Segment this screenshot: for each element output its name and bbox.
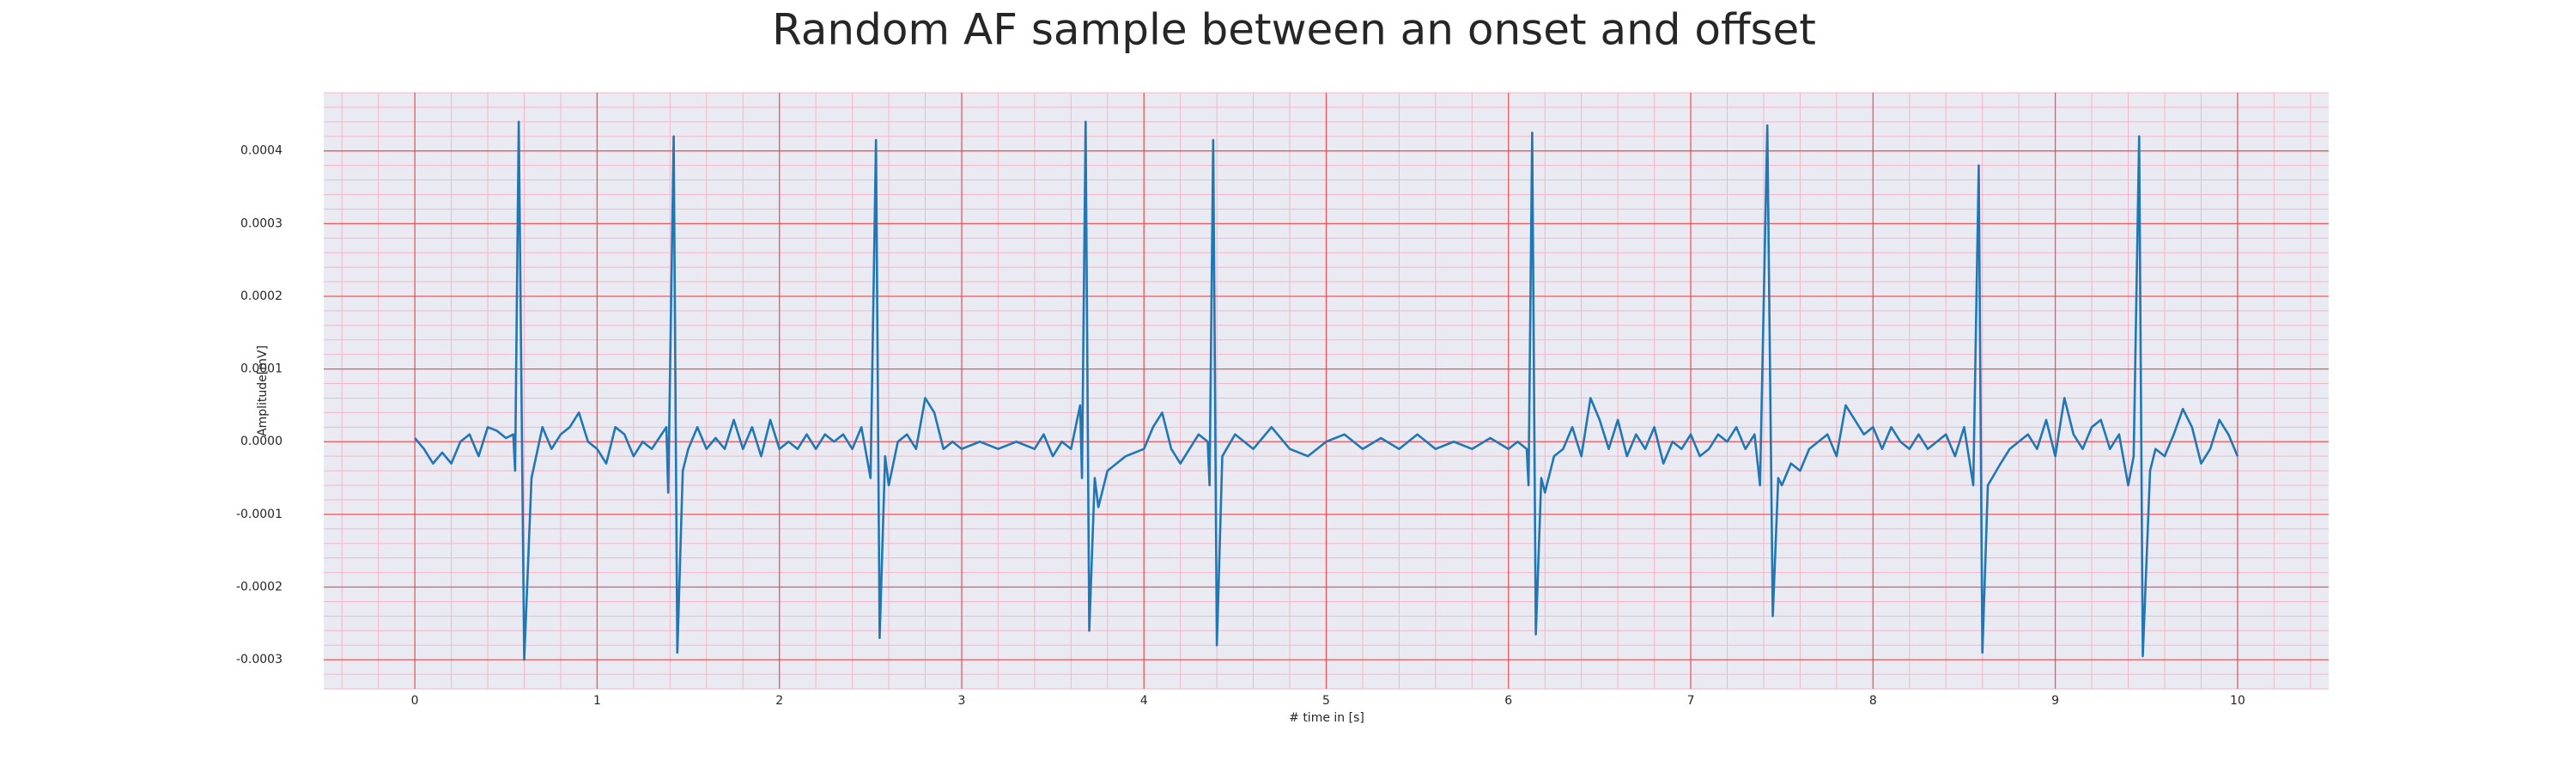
x-tick-label: 3 xyxy=(957,694,965,708)
signal-line xyxy=(414,120,2239,661)
x-tick-label: 7 xyxy=(1687,694,1695,708)
x-tick-label: 2 xyxy=(775,694,783,708)
x-tick-label: 9 xyxy=(2051,694,2059,708)
y-tick-label: 0.0000 xyxy=(240,435,283,448)
x-axis-label: # time in [s] xyxy=(1289,711,1364,725)
y-tick-label: -0.0003 xyxy=(236,653,283,666)
x-tick-label: 4 xyxy=(1140,694,1148,708)
y-tick-label: 0.0004 xyxy=(240,144,283,158)
x-tick-label: 6 xyxy=(1504,694,1512,708)
x-tick-label: 5 xyxy=(1322,694,1330,708)
x-tick-label: 8 xyxy=(1869,694,1877,708)
y-tick-label: 0.0002 xyxy=(240,289,283,303)
x-tick-label: 10 xyxy=(2230,694,2245,708)
x-tick-label: 0 xyxy=(411,694,419,708)
y-tick-label: 0.0001 xyxy=(240,362,283,376)
chart-title: Random AF sample between an onset and of… xyxy=(772,5,1816,55)
y-tick-label: 0.0003 xyxy=(240,216,283,230)
x-tick-label: 1 xyxy=(593,694,601,708)
y-axis-label: Amplitude[mV] xyxy=(256,345,270,436)
y-tick-label: -0.0001 xyxy=(236,508,283,521)
y-tick-label: -0.0002 xyxy=(236,581,283,594)
